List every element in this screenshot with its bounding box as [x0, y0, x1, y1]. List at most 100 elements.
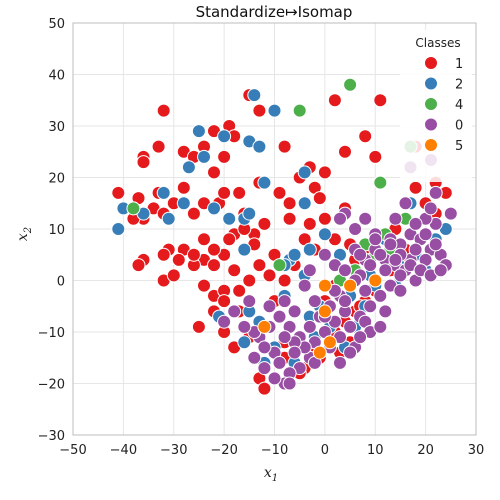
data-point-class-1	[252, 103, 267, 118]
data-point-class-2	[197, 149, 211, 164]
y-tick-labels: −30 −20 −10 0 10 20 30 40 50	[38, 17, 65, 444]
data-point-class-2	[297, 196, 312, 211]
data-point-class-1	[191, 319, 206, 334]
data-point-class-5	[343, 278, 358, 293]
data-point-class-2	[317, 227, 332, 242]
data-point-class-0	[388, 252, 403, 267]
x-tick-label: −20	[210, 443, 237, 458]
x-tick-label: 10	[367, 443, 384, 458]
data-point-class-1	[312, 191, 327, 206]
legend-marker-2	[424, 76, 438, 91]
data-point-class-1	[368, 149, 383, 164]
data-point-class-0	[257, 361, 272, 376]
x-tick-label: −40	[110, 443, 137, 458]
data-point-class-0	[363, 258, 378, 273]
data-point-class-5	[317, 278, 332, 293]
data-point-class-2	[181, 160, 196, 175]
data-point-class-0	[378, 304, 393, 319]
data-point-class-0	[307, 294, 322, 309]
data-point-class-0	[378, 263, 393, 278]
legend-title: Classes	[415, 36, 460, 50]
data-point-class-1	[217, 185, 232, 200]
data-point-class-2	[297, 165, 312, 180]
data-point-class-1	[232, 283, 247, 298]
y-tick-label: 10	[48, 223, 65, 238]
y-axis-label-main: x	[15, 233, 31, 241]
data-point-class-0	[408, 216, 423, 231]
data-point-class-1	[277, 273, 292, 288]
data-point-class-4	[126, 201, 141, 216]
data-point-class-0	[443, 206, 458, 221]
data-point-class-2	[302, 242, 317, 257]
data-point-class-2	[287, 247, 302, 262]
data-point-class-0	[272, 355, 287, 370]
data-point-class-0	[343, 319, 358, 334]
data-point-class-0	[428, 185, 443, 200]
data-point-class-1	[252, 258, 267, 273]
data-point-class-0	[272, 309, 287, 324]
data-point-class-2	[242, 206, 257, 221]
data-point-class-1	[317, 165, 332, 180]
data-point-class-0	[287, 345, 302, 360]
data-point-class-0	[333, 211, 347, 226]
data-point-class-1	[317, 211, 332, 226]
data-point-class-1	[186, 206, 201, 221]
legend: Classes 1 2 4 0 5	[400, 30, 472, 182]
legend-items: 1 2 4 0 5	[424, 56, 463, 154]
data-point-class-1	[156, 247, 171, 262]
data-point-class-1	[166, 268, 181, 283]
data-point-class-0	[393, 283, 408, 298]
data-point-class-0	[358, 283, 373, 298]
data-point-class-1	[272, 185, 287, 200]
data-point-class-5	[317, 304, 332, 319]
data-point-class-0	[338, 294, 352, 309]
data-point-class-0	[418, 227, 433, 242]
data-point-class-0	[247, 350, 262, 365]
data-point-class-1	[242, 273, 257, 288]
legend-label-2: 2	[455, 78, 463, 93]
data-point-class-4	[272, 258, 287, 273]
data-points	[111, 77, 458, 396]
x-tick-label: −10	[261, 443, 288, 458]
data-point-class-0	[287, 304, 302, 319]
data-point-class-0	[408, 242, 423, 257]
data-point-class-1	[262, 268, 277, 283]
data-point-class-2	[191, 124, 206, 139]
data-point-class-0	[393, 268, 408, 283]
data-point-class-1	[257, 381, 272, 396]
data-point-class-1	[207, 242, 221, 257]
data-point-class-1	[171, 252, 186, 267]
data-point-class-1	[186, 247, 201, 262]
data-point-class-2	[257, 175, 272, 190]
legend-label-5: 5	[455, 139, 463, 154]
data-point-class-1	[197, 232, 211, 247]
data-point-class-1	[222, 232, 237, 247]
data-point-class-1	[151, 139, 166, 154]
data-point-class-2	[237, 335, 252, 350]
x-axis-label: x1	[264, 465, 278, 484]
y-tick-label: 20	[48, 172, 65, 187]
data-point-class-2	[267, 103, 282, 118]
y-tick-label: −10	[38, 326, 65, 341]
data-point-class-1	[227, 263, 242, 278]
y-tick-label: 0	[57, 275, 65, 290]
y-axis-label: x2	[15, 227, 34, 241]
data-point-class-1	[136, 155, 151, 170]
data-point-class-4	[373, 175, 388, 190]
legend-label-1: 1	[455, 57, 463, 72]
x-tick-label: −30	[160, 443, 187, 458]
data-point-class-0	[217, 314, 232, 329]
data-point-class-1	[156, 103, 171, 118]
data-point-class-2	[176, 196, 191, 211]
data-point-class-5	[312, 345, 327, 360]
legend-marker-4	[424, 97, 438, 111]
data-point-class-0	[388, 211, 403, 226]
data-point-class-0	[343, 345, 358, 360]
data-point-class-1	[302, 216, 317, 231]
y-tick-label: 50	[48, 17, 65, 32]
data-point-class-1	[408, 180, 423, 195]
data-point-class-0	[282, 376, 297, 391]
legend-marker-5	[424, 138, 438, 152]
data-point-class-2	[161, 211, 176, 226]
legend-marker-0	[424, 117, 438, 132]
